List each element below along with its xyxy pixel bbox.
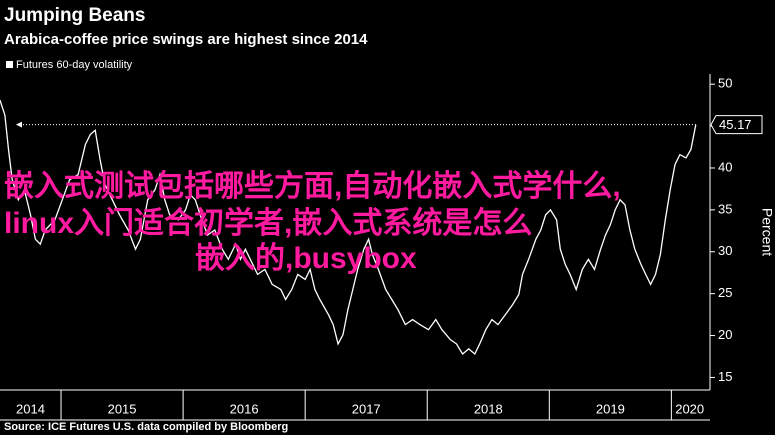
x-tick-label: 2014 xyxy=(16,401,45,416)
y-tick-label: 35 xyxy=(718,201,732,216)
x-tick-label: 2017 xyxy=(352,401,381,416)
y-tick-label: 15 xyxy=(718,369,732,384)
last-value-box xyxy=(710,115,763,135)
overlay-text: 嵌入的,busybox xyxy=(195,242,417,275)
y-tick-label: 40 xyxy=(718,159,732,174)
x-tick-label: 2016 xyxy=(230,401,259,416)
legend-swatch xyxy=(6,61,13,68)
y-tick-label: 50 xyxy=(718,76,732,91)
x-tick-label: 2020 xyxy=(675,401,704,416)
legend-label: Futures 60-day volatility xyxy=(16,59,133,71)
source: Source: ICE Futures U.S. data compiled b… xyxy=(4,421,288,433)
chart-title: Jumping Beans xyxy=(4,5,145,26)
y-tick-label: 30 xyxy=(718,243,732,258)
x-tick-label: 2019 xyxy=(596,401,625,416)
chart-subtitle: Arabica-coffee price swings are highest … xyxy=(4,31,368,48)
y-tick-label: 20 xyxy=(718,327,732,342)
overlay-text: linux入门适合初学者,嵌入式系统是怎么 xyxy=(4,206,532,240)
y-tick-label: 25 xyxy=(718,285,732,300)
overlay-text: 嵌入式测试包括哪些方面,自动化嵌入式学什么, xyxy=(4,169,621,203)
y-axis-label: Percent xyxy=(759,208,775,256)
last-value-arrow xyxy=(16,121,22,128)
x-tick-label: 2018 xyxy=(474,401,503,416)
x-tick-label: 2015 xyxy=(108,401,137,416)
series-line xyxy=(0,99,697,356)
last-value-label: 45.17 xyxy=(719,117,752,132)
